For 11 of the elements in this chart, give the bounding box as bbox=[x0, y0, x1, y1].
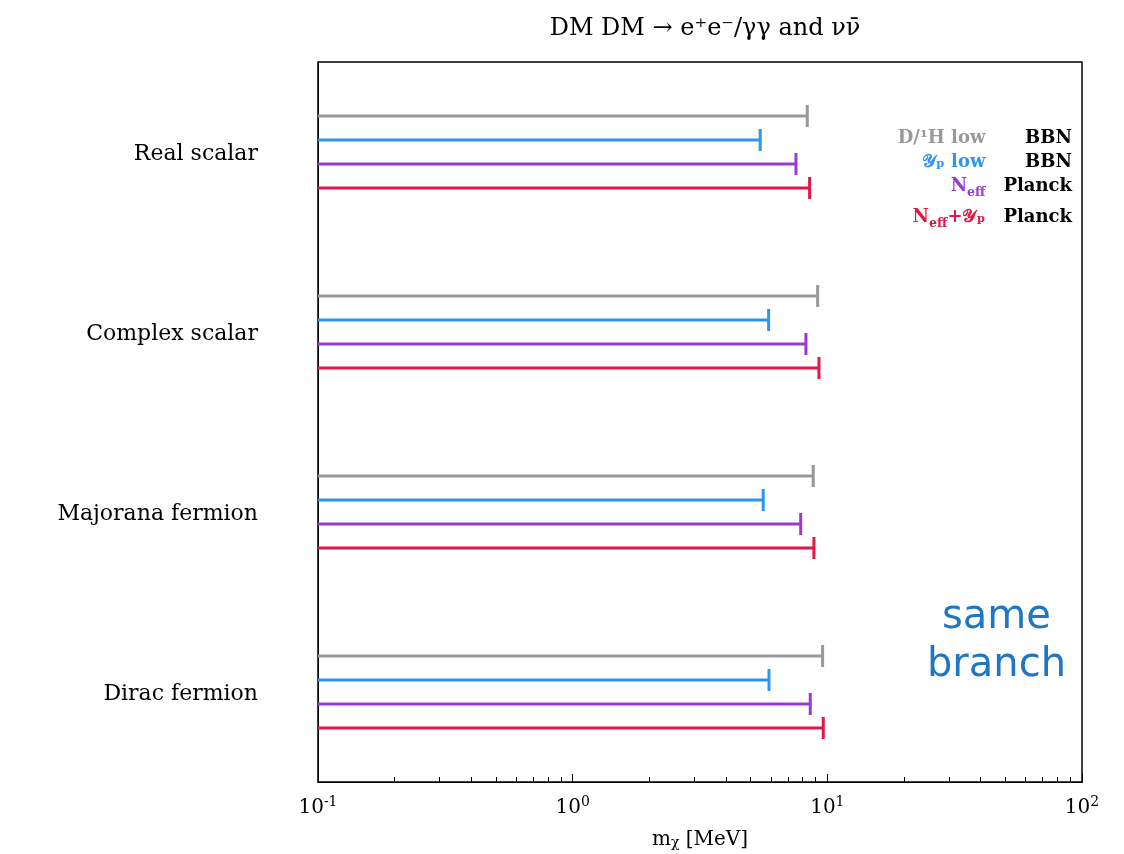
text: 𝒴ₚ low BBN bbox=[921, 150, 1072, 171]
y-tick-label: Majorana fermion bbox=[57, 499, 258, 525]
annotation: same branch bbox=[926, 591, 1066, 685]
chart-title: DM DM → e⁺e⁻/γγ and νν̄ bbox=[549, 13, 861, 41]
x-axis-title: mχ [MeV] bbox=[651, 826, 749, 850]
y-tick-label: Complex scalar bbox=[86, 319, 259, 345]
text: N$_{eff}$+𝒴ₚ Planck bbox=[911, 203, 1072, 232]
text: D/¹H low BBN bbox=[897, 126, 1072, 147]
y-tick-label: Dirac fermion bbox=[103, 679, 258, 705]
text: N$_{eff}$ Planck bbox=[950, 174, 1072, 199]
y-tick-label: Real scalar bbox=[133, 139, 259, 165]
